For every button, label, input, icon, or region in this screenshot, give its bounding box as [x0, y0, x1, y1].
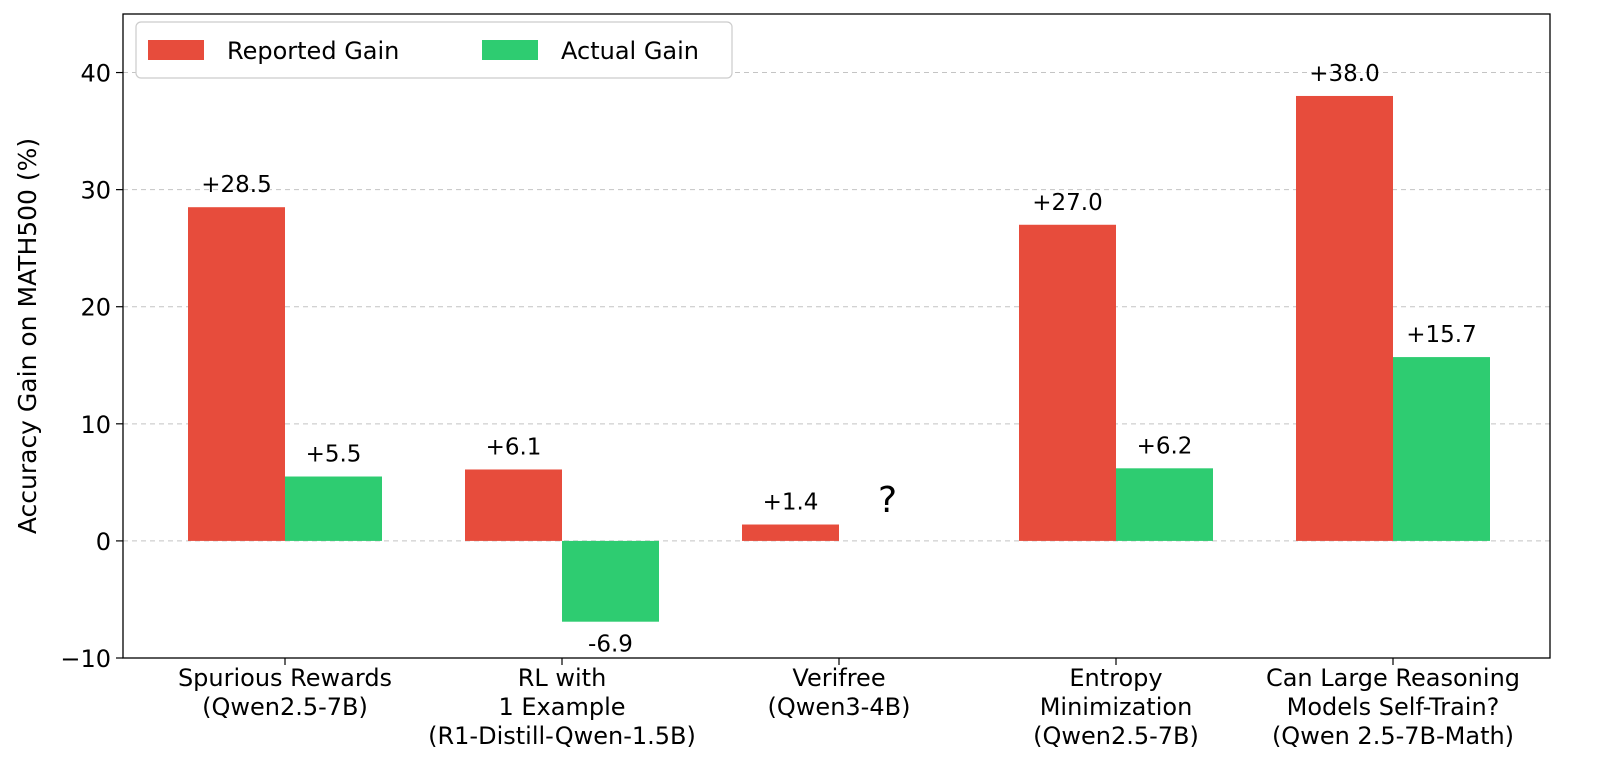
legend: Reported Gain Actual Gain: [135, 21, 733, 79]
legend-swatch: [148, 40, 204, 60]
x-category-label: Spurious Rewards (Qwen2.5-7B): [178, 664, 392, 721]
data-label: +6.1: [486, 434, 542, 460]
legend-label: Actual Gain: [561, 37, 699, 65]
data-label: +5.5: [306, 442, 362, 468]
plot-frame: [122, 13, 1551, 659]
y-tick-label: 20: [80, 294, 111, 322]
plot-border: [122, 13, 1551, 659]
legend-swatch: [482, 40, 538, 60]
y-tick-label: 40: [80, 60, 111, 88]
bar-reported-gain: [188, 207, 285, 541]
y-tick-label: 30: [80, 177, 111, 205]
x-category-label: Entropy Minimization (Qwen2.5-7B): [1033, 664, 1199, 750]
legend-box: [135, 21, 733, 79]
y-tick-label: 0: [96, 528, 111, 556]
x-category-label: Can Large Reasoning Models Self-Train? (Qw…: [1266, 664, 1520, 750]
data-labels: +28.5 +6.1 +1.4 +27.0 +38.0 +5.5 -6.9 +6.2 +15.7…: [201, 61, 1476, 658]
bar-reported-gain: [742, 524, 839, 541]
bar-actual-gain: [1116, 468, 1213, 541]
bar-reported-gain: [1296, 95, 1393, 541]
bar-actual-gain: [562, 540, 659, 622]
data-label: +27.0: [1032, 190, 1102, 216]
bar-actual-gain: [1393, 357, 1490, 541]
data-label: +6.2: [1137, 433, 1193, 459]
data-label: -6.9: [588, 632, 633, 658]
data-label: +1.4: [763, 490, 819, 516]
x-category-label: RL with 1 Example (R1-Distill-Qwen-1.5B): [428, 664, 696, 750]
bar-reported-gain: [1019, 224, 1116, 541]
y-axis-title: Accuracy Gain on MATH500 (%): [13, 138, 42, 534]
data-label: +38.0: [1309, 61, 1379, 87]
data-label: +15.7: [1406, 322, 1476, 348]
bar-actual-gain: [285, 476, 382, 541]
data-label: +28.5: [201, 172, 271, 198]
y-tick-label: −10: [60, 645, 111, 673]
unknown-value-annotation: ?: [878, 480, 897, 521]
bars: [188, 95, 1490, 622]
y-tick-label: 10: [80, 411, 111, 439]
x-axis-category-labels: Spurious Rewards (Qwen2.5-7B) RL with 1 Exa…: [178, 658, 1520, 750]
legend-label: Reported Gain: [227, 37, 399, 65]
x-category-label: Verifree (Qwen3-4B): [768, 664, 911, 721]
bar-reported-gain: [465, 469, 562, 541]
y-axis-ticks: −10 0 10 20 30 40: [60, 60, 123, 673]
